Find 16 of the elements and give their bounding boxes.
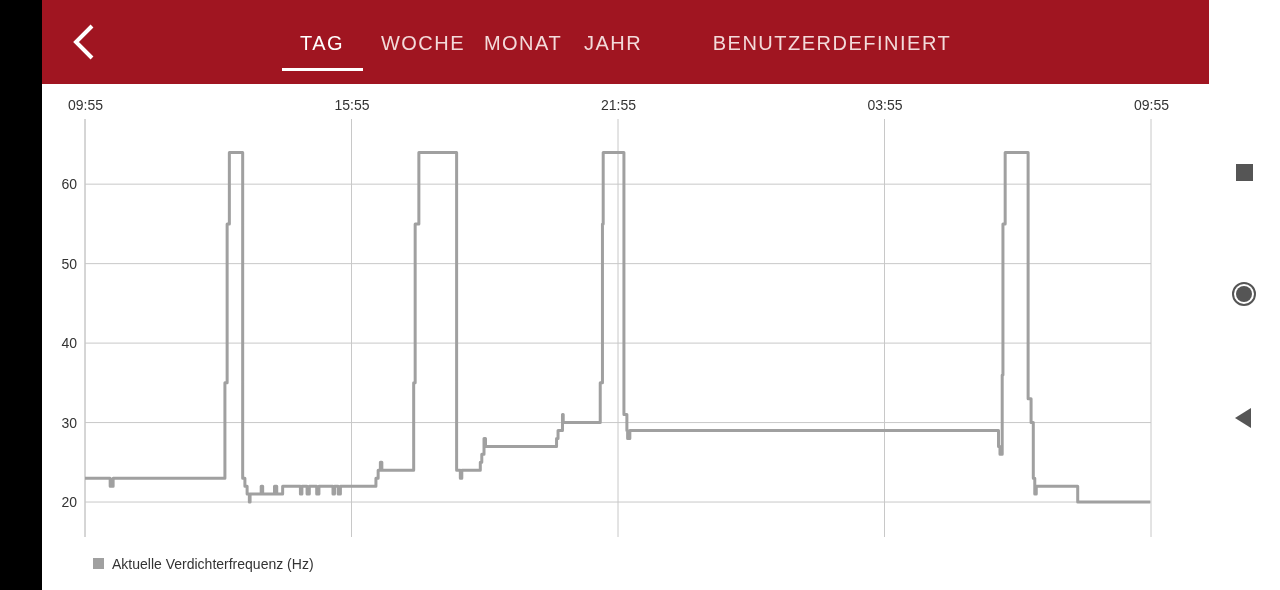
- y-tick-label: 60: [61, 176, 78, 193]
- legend-label: Aktuelle Verdichterfrequenz (Hz): [112, 556, 314, 572]
- text: WOCHE: [380, 32, 466, 54]
- x-tick-label: 03:55: [867, 97, 903, 113]
- x-tick-label: 09:55: [1133, 97, 1170, 113]
- y-tick-label: 40: [61, 335, 78, 352]
- y-tick-label: 50: [61, 255, 78, 272]
- text: TAG: [299, 32, 345, 54]
- x-tick-label: 21:55: [600, 97, 637, 113]
- x-tick-label: 15:55: [334, 97, 370, 113]
- x-tick-label: 09:55: [67, 97, 104, 113]
- text: MONAT: [483, 32, 563, 54]
- y-tick-label: 20: [61, 494, 78, 511]
- text: JAHR: [583, 32, 643, 54]
- y-tick-label: 30: [61, 414, 78, 431]
- text: BENUTZERDEFINIERT: [712, 32, 952, 54]
